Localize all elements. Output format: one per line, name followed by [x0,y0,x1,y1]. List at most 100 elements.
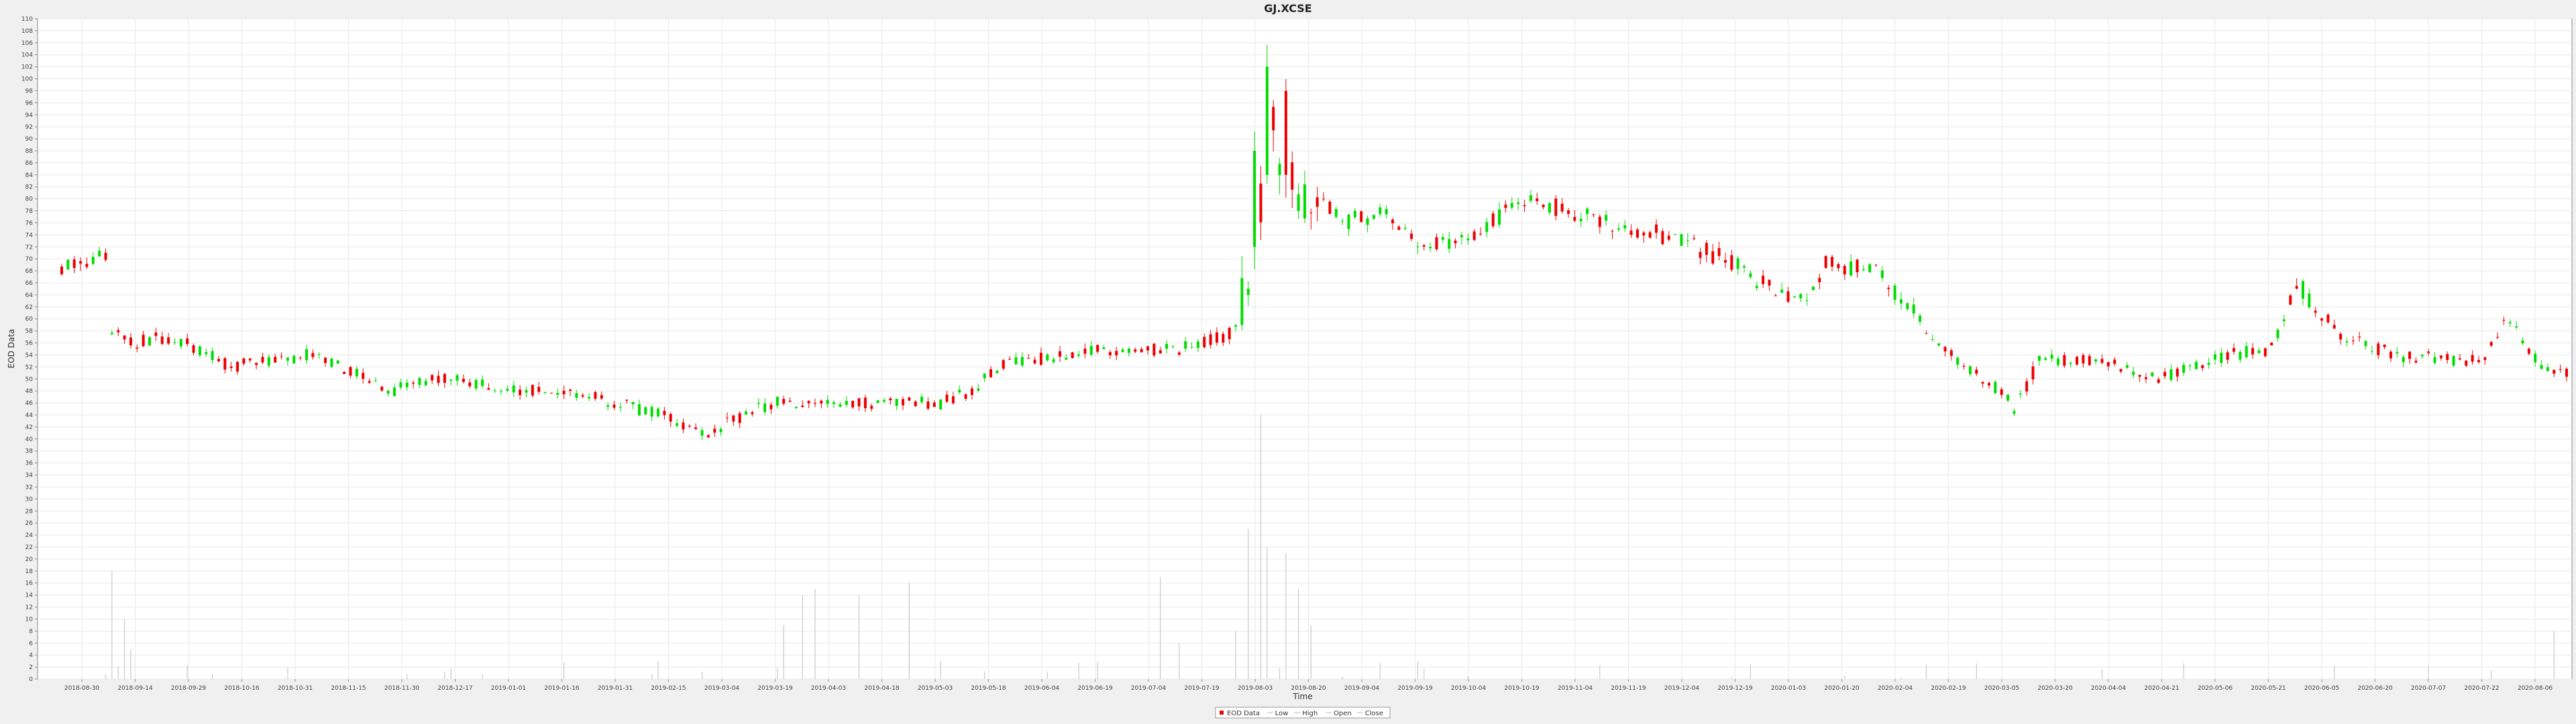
y-tick-label: 52 [25,364,33,371]
candle-down [857,398,861,407]
candle-up [876,400,879,403]
candle-up [996,370,999,373]
y-tick-label: 108 [21,28,33,35]
candle-down [788,400,792,402]
candle-down [1856,259,1859,273]
x-tick-label: 2018-10-16 [224,685,260,692]
candle-down [820,400,823,404]
candle-up [1265,66,1269,175]
candle-down [1228,328,1231,339]
candle-down [814,403,817,404]
candle-up [1278,164,1281,176]
candle-down [2119,369,2123,372]
candle-down [2489,342,2493,346]
candle-up [173,342,176,343]
candle-up [1089,345,1093,355]
candle-down [123,335,126,340]
candle-down [2465,360,2468,366]
candle-down [782,399,786,404]
candle-down [769,404,773,410]
x-tick-label: 2019-05-03 [918,685,953,692]
candle-up [305,349,308,361]
y-tick-label: 48 [25,388,34,395]
candle-down [1177,352,1181,355]
y-tick-label: 42 [25,424,33,431]
candle-down [1291,162,1294,190]
candle-up [292,355,296,364]
candle-down [136,347,139,349]
candle-down [1479,233,1482,235]
candle-down [2163,371,2167,377]
x-tick-label: 2019-01-31 [598,685,633,692]
y-tick-label: 102 [21,64,33,71]
candle-up [392,387,396,396]
candle-up [2452,356,2455,366]
candle-down [1134,349,1137,352]
candle-up [91,257,95,264]
candle-down [801,405,804,408]
candle-up [1868,264,1872,273]
y-tick-label: 94 [25,112,34,119]
candle-down [2270,342,2273,346]
candle-up [763,403,767,412]
candle-up [2012,411,2016,414]
candle-down [2000,389,2003,396]
candle-up [2402,357,2405,363]
candle-down [2100,359,2104,363]
candle-down [1472,231,1476,240]
x-tick-label: 2020-05-06 [2198,685,2233,692]
y-tick-label: 100 [21,76,33,83]
candle-up [2433,357,2436,363]
legend-item: EOD Data [1227,710,1260,717]
candle-up [455,375,459,381]
candle-down [1887,288,1890,290]
y-tick-label: 96 [25,100,34,107]
candle-down [1491,213,1495,227]
candle-down [2477,359,2480,363]
candle-down [2025,381,2029,392]
legend-swatch [1220,711,1224,715]
candle-down [104,252,107,260]
candle-down [2233,348,2236,352]
candle-up [2276,329,2279,339]
candle-down [908,397,911,401]
y-tick-label: 6 [29,640,33,647]
candle-down [1705,243,1708,255]
candle-down [343,371,346,375]
candle-up [588,397,591,399]
candle-up [317,354,321,355]
candle-up [2301,281,2304,299]
y-tick-label: 16 [25,581,34,587]
candle-down [531,385,534,396]
candle-up [2188,365,2192,367]
candle-down [1573,217,1576,221]
candle-up [1686,240,1689,241]
candle-up [1900,299,1903,304]
candle-up [512,385,515,393]
x-tick-label: 2019-04-18 [864,685,900,692]
candle-up [493,390,496,391]
candle-down [2176,368,2179,377]
candle-down [1962,365,1966,367]
candle-up [1127,349,1130,353]
candle-down [1027,358,1030,359]
candle-down [1925,333,1928,335]
candle-down [1824,255,1827,268]
candle-up [2396,352,2399,353]
candle-up [1246,288,1250,296]
x-tick-label: 2020-02-04 [1878,685,1913,692]
candle-down [1209,334,1212,345]
y-tick-label: 86 [25,160,34,167]
candle-up [1341,221,1344,222]
candle-down [2383,345,2386,347]
y-tick-label: 68 [25,268,34,275]
candle-up [205,352,208,355]
candle-down [117,330,120,333]
x-tick-label: 2020-07-22 [2464,685,2499,692]
candle-down [255,363,258,365]
candle-up [2050,354,2053,359]
candle-up [355,369,358,377]
x-tick-label: 2019-10-04 [1451,685,1487,692]
y-tick-label: 26 [25,520,34,527]
